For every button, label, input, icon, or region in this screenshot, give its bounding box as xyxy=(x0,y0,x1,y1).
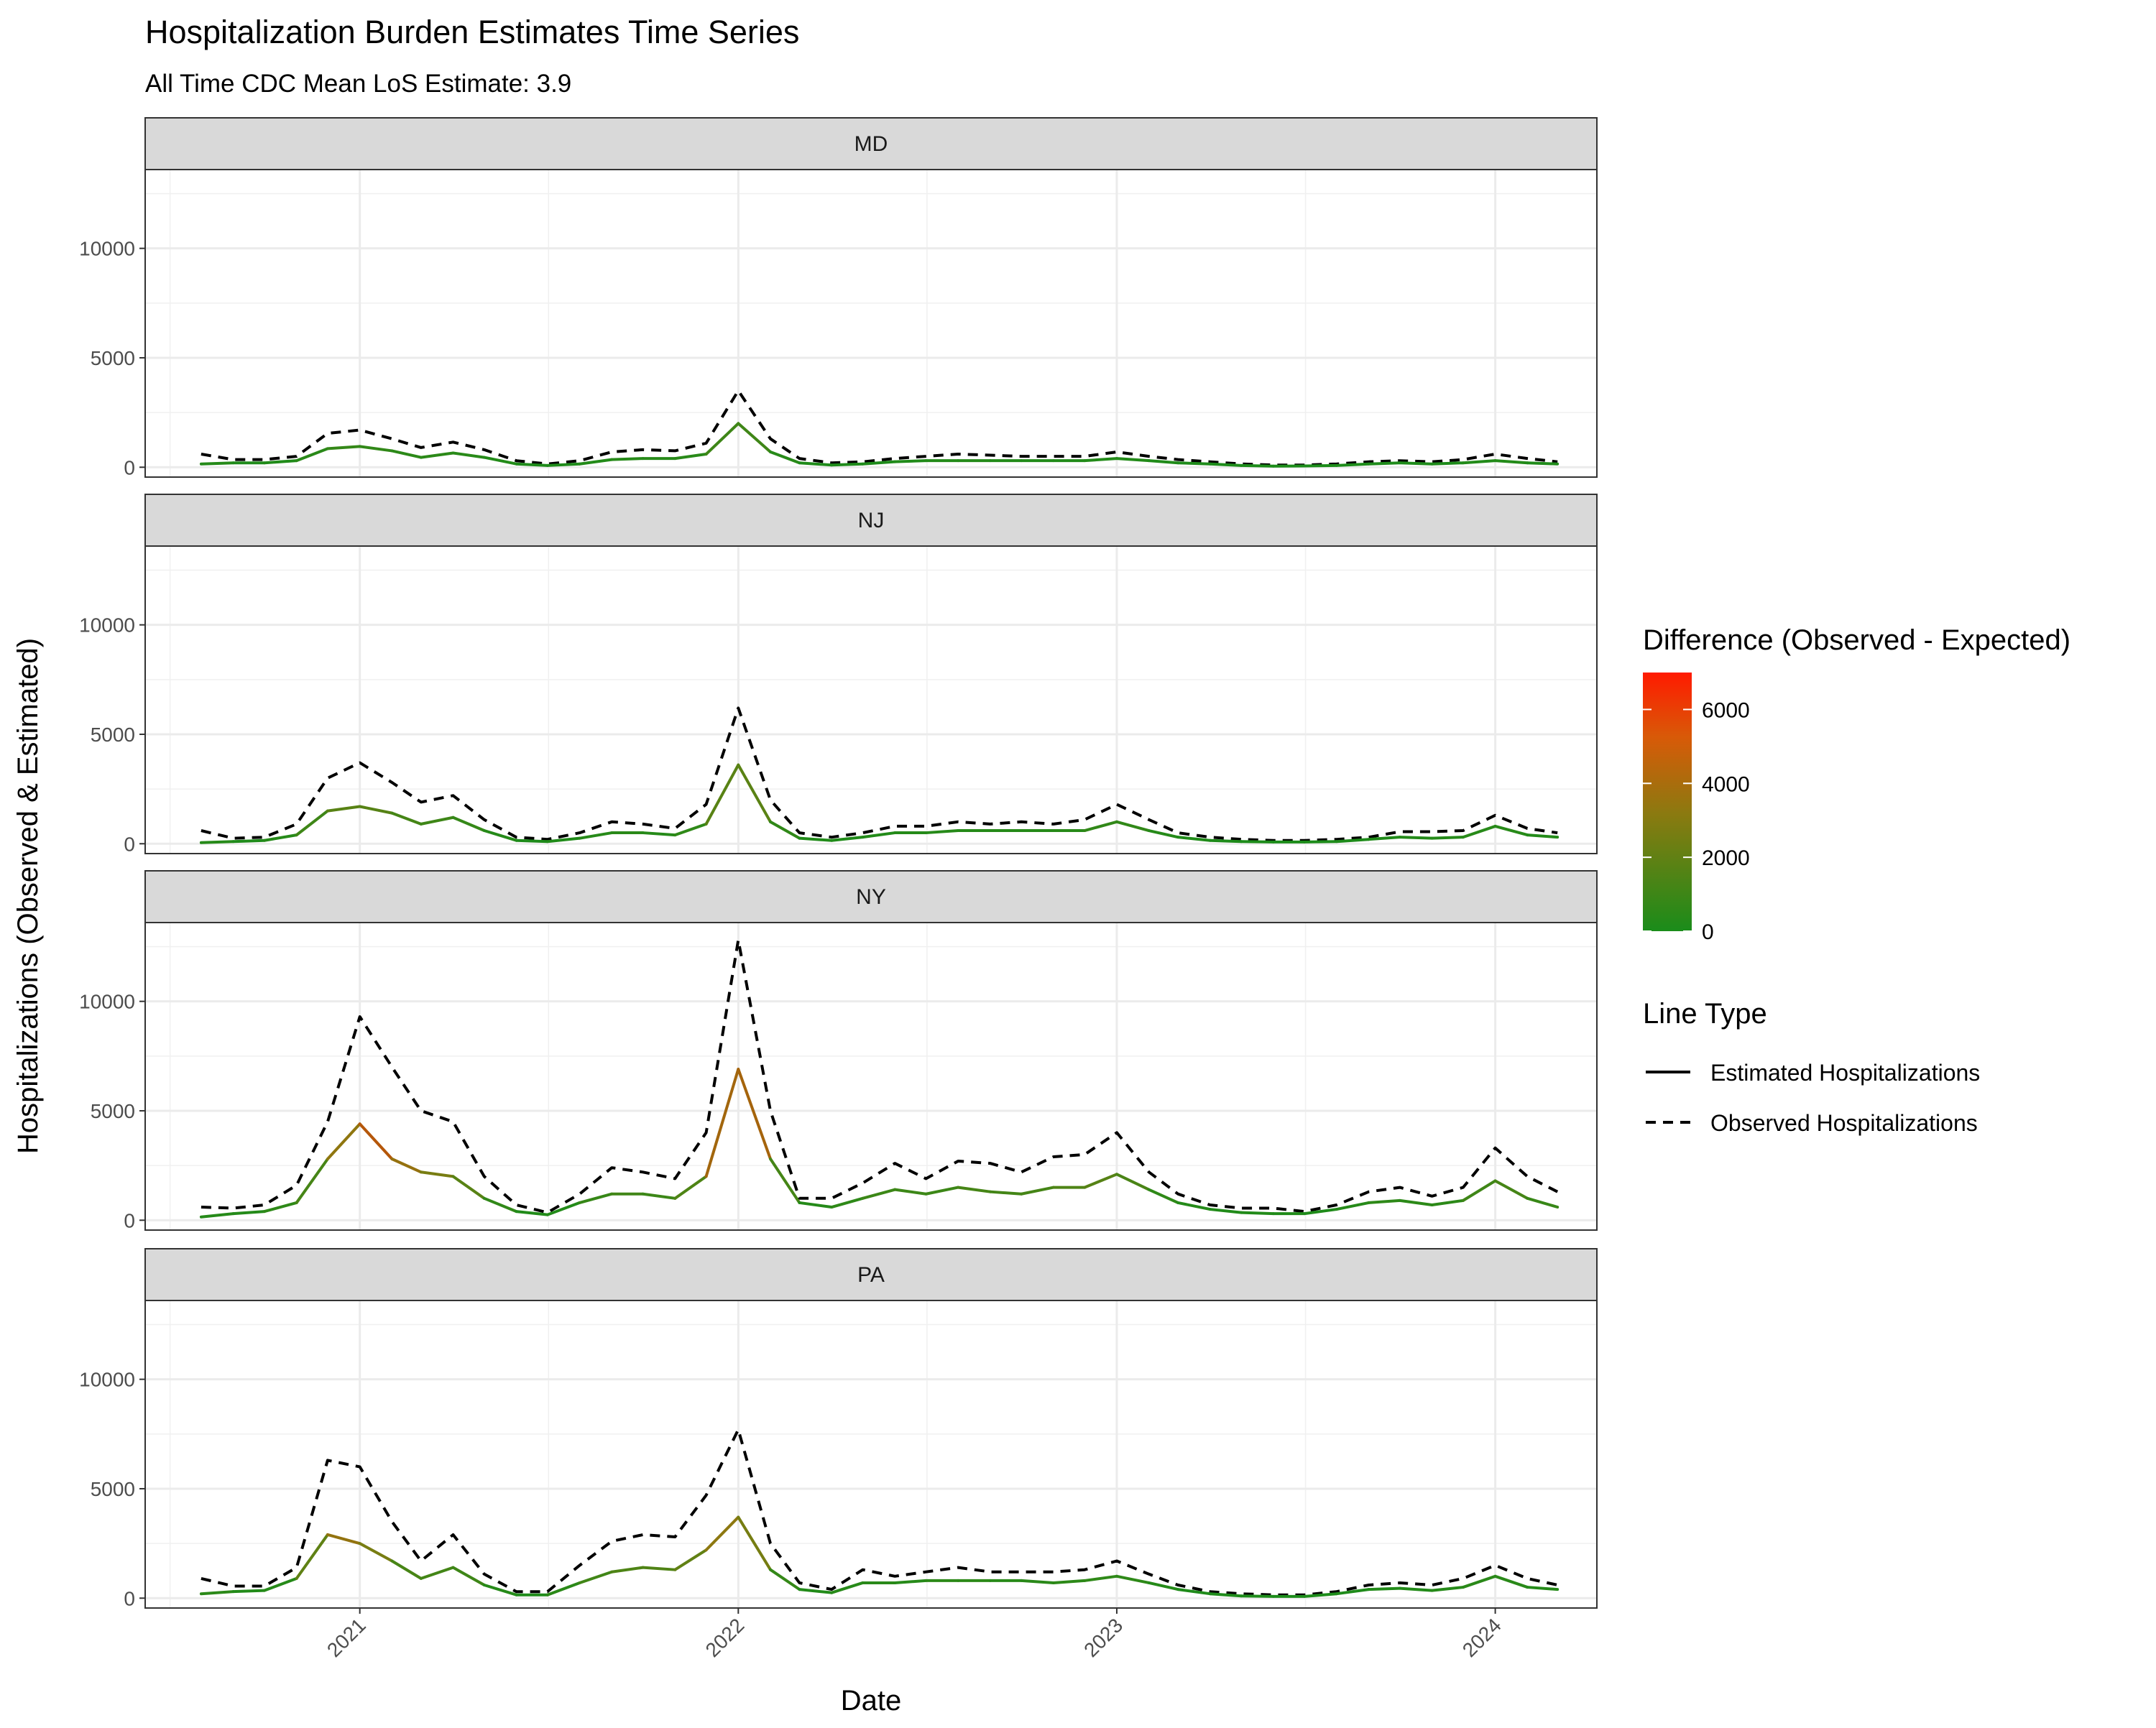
estimated-segment xyxy=(1241,841,1273,842)
y-tick-label: 5000 xyxy=(91,347,135,369)
y-tick-label: 0 xyxy=(124,1587,135,1609)
color-legend-bar xyxy=(1643,673,1692,931)
x-tick-label: 2021 xyxy=(323,1614,370,1661)
facet-panel-pa: PA 0 5000 10000 xyxy=(79,1249,1597,1609)
y-tick-label: 10000 xyxy=(79,238,135,260)
estimated-segment xyxy=(1432,463,1463,464)
y-tick-label: 0 xyxy=(124,456,135,479)
y-tick-label: 0 xyxy=(124,833,135,855)
facet-strip-label: NY xyxy=(856,885,886,909)
panel-background xyxy=(145,170,1597,477)
estimated-segment xyxy=(1527,463,1557,464)
legend-label-observed: Observed Hospitalizations xyxy=(1710,1110,1978,1136)
estimated-segment xyxy=(1369,463,1400,464)
color-legend-tick-label: 6000 xyxy=(1702,698,1750,722)
panel-background xyxy=(145,1300,1597,1608)
color-legend-title: Difference (Observed - Expected) xyxy=(1643,624,2070,656)
estimated-segment xyxy=(201,841,234,843)
y-tick-label: 10000 xyxy=(79,1369,135,1391)
linetype-legend-title: Line Type xyxy=(1643,998,1767,1030)
x-axis: 2021 2022 2023 2024 xyxy=(323,1608,1506,1661)
x-tick-label: 2024 xyxy=(1458,1614,1506,1661)
y-tick-label: 5000 xyxy=(91,1100,135,1122)
estimated-segment xyxy=(517,464,548,466)
color-legend-tick-label: 0 xyxy=(1702,920,1714,944)
estimated-segment xyxy=(548,464,580,466)
facet-panels: MD 0 5000 10000 NJ 0 5000 10000 NY 0 5000 10000 PA 0 5… xyxy=(79,118,1597,1609)
linetype-legend: Line Type Estimated Hospitalizations Obs… xyxy=(1643,998,1980,1136)
estimated-segment xyxy=(1241,1596,1273,1597)
estimated-segment xyxy=(1241,1213,1273,1214)
y-tick-label: 5000 xyxy=(91,1478,135,1500)
estimated-segment xyxy=(201,463,234,464)
estimated-segment xyxy=(234,841,264,842)
panel-background xyxy=(145,923,1597,1230)
estimated-segment xyxy=(517,841,548,842)
x-axis-title: Date xyxy=(841,1685,902,1717)
estimated-segment xyxy=(1210,464,1241,466)
estimated-segment xyxy=(1337,464,1369,466)
estimated-segment xyxy=(1304,841,1337,842)
y-axis-title: Hospitalizations (Observed & Estimated) xyxy=(12,638,44,1154)
y-tick-label: 5000 xyxy=(91,724,135,746)
estimated-segment xyxy=(1400,463,1432,464)
facet-strip-label: PA xyxy=(857,1263,885,1287)
facet-strip-label: MD xyxy=(854,132,888,156)
estimated-segment xyxy=(1369,1589,1400,1590)
facet-panel-nj: NJ 0 5000 10000 xyxy=(79,494,1597,855)
x-tick-label: 2023 xyxy=(1079,1614,1127,1661)
legend-label-estimated: Estimated Hospitalizations xyxy=(1710,1060,1980,1086)
color-legend: Difference (Observed - Expected) 0 2000 40… xyxy=(1643,624,2070,944)
estimated-segment xyxy=(1178,463,1210,464)
y-tick-label: 10000 xyxy=(79,614,135,637)
estimated-segment xyxy=(1400,837,1432,838)
chart-title: Hospitalization Burden Estimates Time Se… xyxy=(145,14,799,50)
estimated-segment xyxy=(612,458,642,460)
color-legend-tick-label: 2000 xyxy=(1702,846,1750,870)
facet-strip-label: NJ xyxy=(858,509,885,532)
estimated-segment xyxy=(1210,841,1241,842)
facet-panel-md: MD 0 5000 10000 xyxy=(79,118,1597,479)
estimated-segment xyxy=(831,464,862,466)
estimated-segment xyxy=(895,461,926,462)
y-tick-label: 0 xyxy=(124,1209,135,1232)
y-tick-label: 10000 xyxy=(79,991,135,1013)
color-legend-tick-label: 4000 xyxy=(1702,772,1750,796)
estimated-segment xyxy=(1432,837,1463,838)
chart-subtitle: All Time CDC Mean LoS Estimate: 3.9 xyxy=(145,70,571,98)
estimated-segment xyxy=(234,1591,264,1592)
facet-panel-ny: NY 0 5000 10000 xyxy=(79,871,1597,1232)
x-tick-label: 2022 xyxy=(701,1614,749,1661)
